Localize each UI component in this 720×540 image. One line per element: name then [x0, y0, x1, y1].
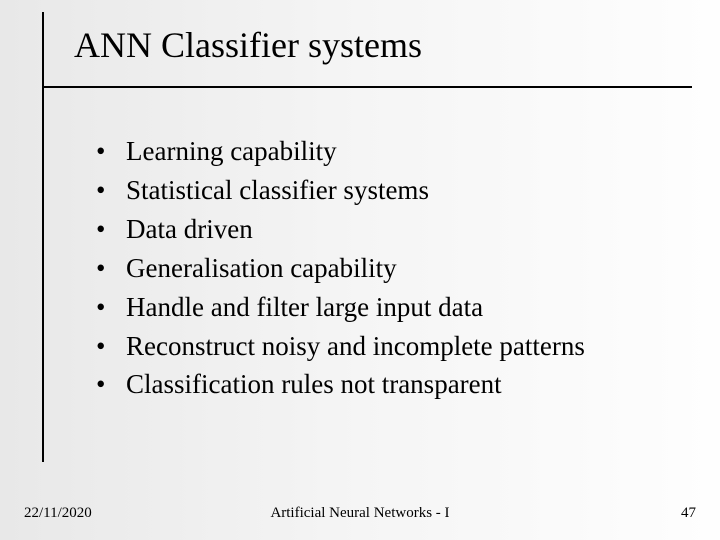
footer-page: 47 — [681, 505, 696, 522]
bullet-item: Handle and filter large input data — [90, 290, 585, 326]
horizontal-rule — [42, 86, 692, 88]
bullet-item: Statistical classifier systems — [90, 173, 585, 209]
vertical-rule — [42, 12, 44, 462]
bullet-item: Reconstruct noisy and incomplete pattern… — [90, 329, 585, 365]
bullet-item: Learning capability — [90, 134, 585, 170]
bullet-list: Learning capability Statistical classifi… — [90, 134, 585, 406]
bullet-item: Classification rules not transparent — [90, 367, 585, 403]
bullet-item: Generalisation capability — [90, 251, 585, 287]
footer-title: Artificial Neural Networks - I — [0, 505, 720, 522]
slide: ANN Classifier systems Learning capabili… — [0, 0, 720, 540]
bullet-item: Data driven — [90, 212, 585, 248]
slide-title: ANN Classifier systems — [74, 24, 422, 66]
